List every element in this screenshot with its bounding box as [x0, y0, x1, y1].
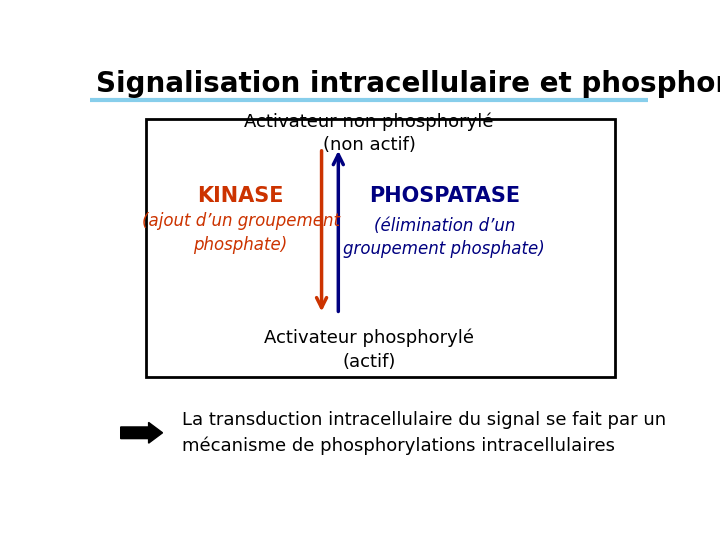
Text: Signalisation intracellulaire et phosphorylation: Signalisation intracellulaire et phospho… [96, 70, 720, 98]
FancyArrow shape [121, 422, 163, 443]
Text: Activateur non phosphorylé
(non actif): Activateur non phosphorylé (non actif) [244, 112, 494, 154]
Text: Activateur phosphorylé
(actif): Activateur phosphorylé (actif) [264, 328, 474, 370]
Text: KINASE: KINASE [197, 186, 284, 206]
Bar [145, 119, 615, 377]
Text: PHOSPATASE: PHOSPATASE [369, 186, 520, 206]
Text: (élimination d’un
groupement phosphate): (élimination d’un groupement phosphate) [343, 217, 545, 258]
Text: (ajout d’un groupement
phosphate): (ajout d’un groupement phosphate) [142, 212, 340, 254]
Text: La transduction intracellulaire du signal se fait par un
mécanisme de phosphoryl: La transduction intracellulaire du signa… [182, 411, 666, 455]
